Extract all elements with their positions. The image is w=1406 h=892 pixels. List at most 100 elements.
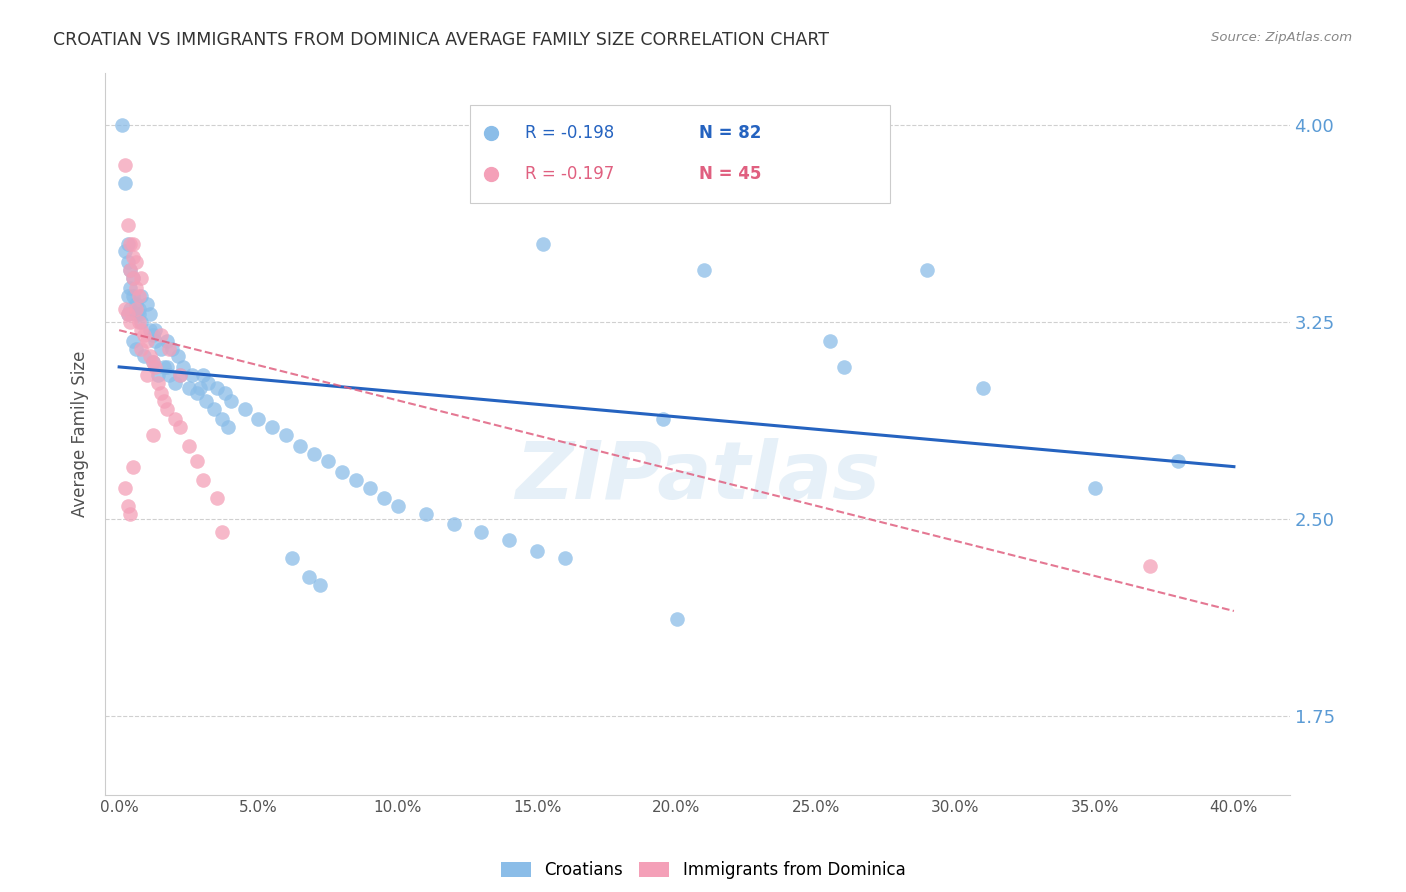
Point — [194, 394, 217, 409]
Text: R = -0.197: R = -0.197 — [524, 165, 614, 183]
Point — [651, 412, 673, 426]
Point — [139, 350, 162, 364]
Point — [114, 158, 136, 172]
Point — [155, 334, 177, 348]
Legend: Croatians, Immigrants from Dominica: Croatians, Immigrants from Dominica — [501, 861, 905, 880]
Point — [117, 255, 139, 269]
Point — [180, 368, 202, 382]
Point — [120, 281, 142, 295]
Point — [665, 612, 688, 626]
Point — [169, 420, 191, 434]
Point — [211, 412, 233, 426]
Point — [131, 270, 153, 285]
Point — [290, 439, 312, 453]
Point — [205, 381, 228, 395]
Point — [117, 499, 139, 513]
Point — [128, 302, 150, 317]
Point — [149, 328, 172, 343]
Point — [114, 481, 136, 495]
Point — [136, 297, 159, 311]
Point — [142, 328, 165, 343]
Point — [125, 307, 148, 321]
Point — [169, 368, 191, 382]
Point — [142, 354, 165, 368]
Point — [145, 323, 167, 337]
Point — [146, 376, 169, 390]
Point — [202, 401, 225, 416]
Point — [387, 499, 409, 513]
Point — [149, 342, 172, 356]
Point — [316, 454, 339, 468]
Point — [114, 244, 136, 259]
Point — [157, 368, 180, 382]
Point — [1139, 559, 1161, 574]
Point — [233, 401, 256, 416]
Point — [262, 420, 284, 434]
Point — [302, 446, 325, 460]
Point — [526, 543, 548, 558]
Point — [136, 334, 159, 348]
Point — [1083, 481, 1105, 495]
Point — [191, 473, 214, 487]
Point — [443, 517, 465, 532]
Point — [122, 270, 145, 285]
Text: N = 82: N = 82 — [699, 124, 761, 142]
Point — [219, 394, 242, 409]
Point — [125, 255, 148, 269]
Point — [122, 459, 145, 474]
Point — [163, 412, 186, 426]
Point — [832, 359, 855, 374]
Text: N = 45: N = 45 — [699, 165, 761, 183]
Point — [308, 578, 330, 592]
Point — [917, 262, 939, 277]
Point — [1167, 454, 1189, 468]
Point — [152, 359, 174, 374]
Point — [298, 570, 321, 584]
Point — [131, 289, 153, 303]
Point — [157, 342, 180, 356]
Point — [122, 270, 145, 285]
Point — [114, 302, 136, 317]
Point — [145, 334, 167, 348]
Point — [818, 334, 841, 348]
Point — [131, 315, 153, 329]
Point — [415, 507, 437, 521]
Point — [139, 307, 162, 321]
Point — [146, 368, 169, 382]
Text: Source: ZipAtlas.com: Source: ZipAtlas.com — [1212, 31, 1353, 45]
Point — [359, 481, 381, 495]
Point — [177, 439, 200, 453]
Point — [117, 236, 139, 251]
Point — [197, 376, 219, 390]
Point — [281, 551, 304, 566]
Point — [139, 323, 162, 337]
Point — [214, 386, 236, 401]
Point — [122, 236, 145, 251]
Point — [169, 368, 191, 382]
Point — [134, 328, 156, 343]
Point — [145, 359, 167, 374]
Point — [498, 533, 520, 548]
Point — [186, 386, 208, 401]
Text: R = -0.198: R = -0.198 — [524, 124, 614, 142]
Point — [117, 307, 139, 321]
Point — [122, 250, 145, 264]
Point — [120, 315, 142, 329]
Point — [205, 491, 228, 505]
Point — [120, 507, 142, 521]
Point — [125, 297, 148, 311]
Point — [117, 218, 139, 232]
Point — [120, 262, 142, 277]
Text: CROATIAN VS IMMIGRANTS FROM DOMINICA AVERAGE FAMILY SIZE CORRELATION CHART: CROATIAN VS IMMIGRANTS FROM DOMINICA AVE… — [53, 31, 830, 49]
Point — [125, 302, 148, 317]
Point — [373, 491, 395, 505]
Point — [470, 525, 492, 540]
Point — [128, 315, 150, 329]
Point — [344, 473, 367, 487]
Point — [142, 354, 165, 368]
Point — [120, 262, 142, 277]
Point — [117, 289, 139, 303]
Point — [125, 342, 148, 356]
Point — [122, 334, 145, 348]
Point — [155, 359, 177, 374]
